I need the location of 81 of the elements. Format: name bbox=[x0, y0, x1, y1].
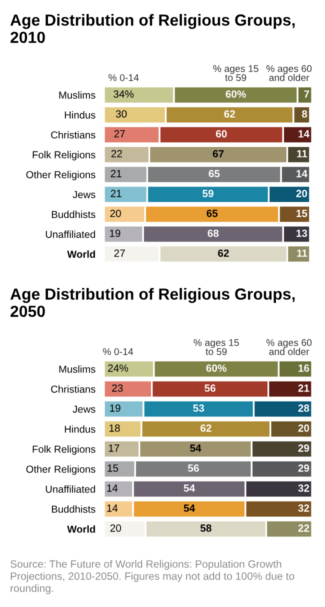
y-tick-label: World bbox=[67, 525, 95, 533]
data-label: 22 bbox=[111, 150, 122, 158]
data-label: 65 bbox=[206, 210, 218, 218]
y-tick-label: Folk Religions bbox=[32, 445, 96, 455]
data-label: 8 bbox=[302, 110, 308, 118]
data-label: 68 bbox=[208, 230, 219, 237]
data-label: 19 bbox=[110, 230, 120, 237]
data-label: 34% bbox=[114, 90, 134, 98]
data-label: 14 bbox=[107, 504, 118, 512]
data-label: 23 bbox=[112, 384, 123, 392]
series-label: % ages 60 and older bbox=[266, 339, 312, 356]
data-label: 21 bbox=[110, 170, 122, 178]
data-label: 67 bbox=[212, 150, 224, 158]
data-label: 20 bbox=[110, 210, 121, 218]
data-label: 11 bbox=[297, 250, 308, 257]
data-label: 21 bbox=[110, 190, 122, 198]
data-label: 13 bbox=[296, 230, 308, 237]
y-tick-label: Hindus bbox=[64, 425, 96, 433]
data-label: 62 bbox=[224, 110, 235, 118]
y-tick-label: Buddhists bbox=[52, 505, 96, 513]
data-label: 11 bbox=[297, 150, 308, 158]
data-label: 30 bbox=[116, 110, 127, 118]
series-label: % ages 15 to 59 bbox=[194, 339, 239, 356]
y-tick-label: Unaffiliated bbox=[46, 230, 96, 238]
data-label: 32 bbox=[298, 504, 310, 512]
chart-title: Age Distribution of Religious Groups, 2050 bbox=[10, 288, 295, 318]
y-tick-label: Jews bbox=[72, 406, 96, 413]
y-tick-label: Muslims bbox=[59, 365, 96, 373]
data-label: 15 bbox=[108, 464, 118, 472]
data-label: 59 bbox=[202, 190, 214, 198]
data-label: 54 bbox=[184, 484, 196, 492]
series-label: % 0-14 bbox=[108, 74, 139, 82]
data-label: 17 bbox=[108, 444, 120, 452]
data-label: 14 bbox=[296, 170, 308, 178]
data-label: 15 bbox=[296, 210, 308, 218]
data-label: 32 bbox=[298, 484, 310, 492]
data-label: 56 bbox=[188, 464, 199, 472]
data-label: 62 bbox=[200, 424, 212, 432]
data-label: 58 bbox=[200, 524, 212, 532]
data-label: 27 bbox=[114, 249, 125, 257]
y-tick-label: Other Religions bbox=[26, 465, 96, 475]
y-tick-label: Muslims bbox=[59, 91, 96, 99]
data-label: 18 bbox=[109, 424, 120, 432]
y-tick-label: Other Religions bbox=[26, 170, 96, 180]
source-note: Source: The Future of World Religions: Population Growth Projections, 2010-2050. Figures may not add to 100% due to rounding. bbox=[10, 560, 294, 594]
data-label: 20 bbox=[296, 190, 308, 198]
data-label: 14 bbox=[107, 484, 118, 492]
data-label: 65 bbox=[208, 170, 220, 178]
data-label: 16 bbox=[298, 364, 310, 372]
data-label: 54 bbox=[184, 504, 196, 512]
data-label: 19 bbox=[110, 404, 120, 412]
data-label: 29 bbox=[298, 464, 310, 472]
data-label: 54 bbox=[190, 444, 202, 452]
series-label: % ages 15 to 59 bbox=[213, 65, 258, 82]
y-tick-label: Hindus bbox=[64, 111, 96, 119]
y-tick-label: Folk Religions bbox=[32, 150, 96, 160]
data-label: 20 bbox=[298, 424, 310, 432]
y-tick-label: Unaffiliated bbox=[46, 485, 96, 493]
series-label: % ages 60 and older bbox=[266, 65, 312, 82]
data-label: 60 bbox=[216, 130, 227, 138]
data-label: 22 bbox=[298, 524, 310, 532]
data-label: 53 bbox=[193, 404, 204, 412]
y-tick-label: Christians bbox=[51, 131, 96, 138]
data-label: 24% bbox=[108, 364, 128, 372]
y-tick-label: Buddhists bbox=[52, 210, 96, 218]
y-tick-label: Jews bbox=[72, 191, 96, 198]
series-label: % 0-14 bbox=[102, 348, 134, 356]
data-label: 28 bbox=[298, 404, 310, 412]
data-label: 60% bbox=[226, 90, 246, 98]
chart-title: Age Distribution of Religious Groups, 2010 bbox=[10, 14, 295, 44]
data-label: 21 bbox=[298, 384, 310, 392]
data-label: 60% bbox=[206, 364, 226, 372]
data-label: 29 bbox=[298, 444, 310, 452]
data-label: 56 bbox=[204, 384, 216, 392]
y-tick-label: World bbox=[67, 250, 95, 258]
data-label: 20 bbox=[110, 524, 122, 532]
data-label: 7 bbox=[304, 90, 310, 98]
data-label: 27 bbox=[114, 130, 125, 138]
data-label: 14 bbox=[298, 130, 310, 138]
y-tick-label: Christians bbox=[51, 385, 96, 393]
data-label: 62 bbox=[218, 249, 229, 257]
